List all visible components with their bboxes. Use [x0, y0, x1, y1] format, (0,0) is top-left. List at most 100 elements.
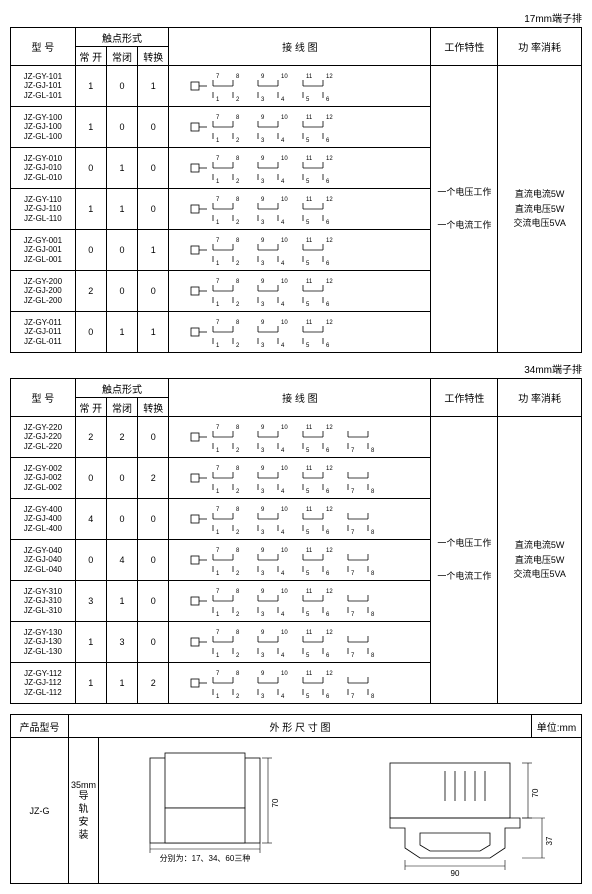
- svg-text:7: 7: [216, 507, 220, 513]
- model-code: JZ-GY-220: [11, 423, 75, 433]
- svg-text:2: 2: [236, 261, 240, 266]
- svg-text:10: 10: [281, 466, 288, 472]
- svg-text:8: 8: [236, 630, 240, 636]
- svg-text:10: 10: [281, 115, 288, 121]
- svg-text:11: 11: [306, 279, 313, 285]
- svg-text:12: 12: [326, 320, 333, 326]
- dim-th-model: 产品型号: [11, 715, 69, 738]
- co-cell: 1: [138, 312, 169, 353]
- svg-text:10: 10: [281, 279, 288, 285]
- svg-text:10: 10: [281, 425, 288, 431]
- nc-cell: 0: [106, 107, 137, 148]
- svg-text:1: 1: [216, 448, 220, 453]
- svg-text:5: 5: [306, 220, 310, 225]
- no-cell: 1: [75, 66, 106, 107]
- svg-text:1: 1: [216, 571, 220, 576]
- svg-text:6: 6: [326, 138, 330, 143]
- svg-text:8: 8: [236, 279, 240, 285]
- svg-text:7: 7: [351, 530, 355, 535]
- svg-text:11: 11: [306, 115, 313, 121]
- dim-drawing-cell: 分别为：17、34、60三种 70: [99, 738, 582, 884]
- svg-text:11: 11: [306, 548, 313, 554]
- model-cell: JZ-GY-130JZ-GJ-130JZ-GL-130: [11, 622, 76, 663]
- svg-text:5: 5: [306, 612, 310, 617]
- nc-cell: 1: [106, 148, 137, 189]
- svg-text:12: 12: [326, 589, 333, 595]
- model-code: JZ-GJ-040: [11, 555, 75, 565]
- svg-text:37: 37: [545, 836, 554, 845]
- svg-text:9: 9: [261, 115, 265, 121]
- svg-text:70: 70: [271, 798, 280, 807]
- svg-text:9: 9: [261, 156, 265, 162]
- svg-text:12: 12: [326, 238, 333, 244]
- svg-text:6: 6: [326, 448, 330, 453]
- work-char-cell: 一个电压工作一个电流工作: [431, 66, 498, 353]
- model-code: JZ-GY-400: [11, 505, 75, 515]
- model-code: JZ-GJ-112: [11, 678, 75, 688]
- th-wiring: 接 线 图: [169, 379, 431, 417]
- svg-text:1: 1: [216, 343, 220, 348]
- svg-text:10: 10: [281, 548, 288, 554]
- svg-text:8: 8: [371, 571, 375, 576]
- wiring-diagram-cell: 781291034111256: [169, 271, 431, 312]
- svg-text:4: 4: [281, 97, 285, 102]
- model-cell: JZ-GY-200JZ-GJ-200JZ-GL-200: [11, 271, 76, 312]
- model-cell: JZ-GY-040JZ-GJ-040JZ-GL-040: [11, 540, 76, 581]
- table-row: JZ-GY-220JZ-GJ-220JZ-GL-2202207812910341…: [11, 417, 582, 458]
- svg-text:3: 3: [261, 138, 265, 143]
- model-code: JZ-GY-002: [11, 464, 75, 474]
- no-cell: 0: [75, 230, 106, 271]
- model-cell: JZ-GY-101JZ-GJ-101JZ-GL-101: [11, 66, 76, 107]
- model-code: JZ-GL-011: [11, 337, 75, 347]
- model-code: JZ-GY-101: [11, 72, 75, 82]
- nc-cell: 1: [106, 581, 137, 622]
- svg-text:3: 3: [261, 612, 265, 617]
- svg-text:分别为：17、34、60三种: 分别为：17、34、60三种: [160, 853, 251, 863]
- svg-text:4: 4: [281, 302, 285, 307]
- svg-text:6: 6: [326, 530, 330, 535]
- svg-text:12: 12: [326, 630, 333, 636]
- co-cell: 1: [138, 66, 169, 107]
- svg-text:5: 5: [306, 179, 310, 184]
- svg-text:8: 8: [236, 320, 240, 326]
- co-cell: 0: [138, 417, 169, 458]
- svg-text:11: 11: [306, 630, 313, 636]
- svg-text:1: 1: [216, 489, 220, 494]
- nc-cell: 3: [106, 622, 137, 663]
- svg-text:11: 11: [306, 74, 313, 80]
- nc-cell: 1: [106, 189, 137, 230]
- model-code: JZ-GL-001: [11, 255, 75, 265]
- wiring-diagram-cell: 781291034111256: [169, 189, 431, 230]
- model-code: JZ-GJ-011: [11, 327, 75, 337]
- svg-text:4: 4: [281, 138, 285, 143]
- svg-text:7: 7: [216, 156, 220, 162]
- svg-text:12: 12: [326, 279, 333, 285]
- svg-text:3: 3: [261, 220, 265, 225]
- svg-text:3: 3: [261, 97, 265, 102]
- svg-text:4: 4: [281, 489, 285, 494]
- model-code: JZ-GJ-010: [11, 163, 75, 173]
- svg-text:5: 5: [306, 653, 310, 658]
- nc-cell: 0: [106, 499, 137, 540]
- svg-text:3: 3: [261, 448, 265, 453]
- svg-text:4: 4: [281, 261, 285, 266]
- svg-text:2: 2: [236, 138, 240, 143]
- rail-install-label: 导轨安装: [78, 790, 90, 842]
- svg-text:12: 12: [326, 671, 333, 677]
- co-cell: 0: [138, 148, 169, 189]
- svg-text:1: 1: [216, 261, 220, 266]
- no-cell: 1: [75, 663, 106, 704]
- model-code: JZ-GL-010: [11, 173, 75, 183]
- table-17mm: 型 号 触点形式 接 线 图 工作特性 功 率消耗 常 开 常闭 转换 JZ-G…: [10, 27, 582, 353]
- work-char-cell: 一个电压工作一个电流工作: [431, 417, 498, 704]
- th-power: 功 率消耗: [498, 28, 582, 66]
- model-cell: JZ-GY-011JZ-GJ-011JZ-GL-011: [11, 312, 76, 353]
- svg-text:2: 2: [236, 97, 240, 102]
- svg-text:7: 7: [216, 279, 220, 285]
- model-code: JZ-GL-130: [11, 647, 75, 657]
- svg-text:10: 10: [281, 320, 288, 326]
- svg-text:10: 10: [281, 74, 288, 80]
- svg-text:10: 10: [281, 238, 288, 244]
- svg-text:1: 1: [216, 653, 220, 658]
- svg-text:9: 9: [261, 425, 265, 431]
